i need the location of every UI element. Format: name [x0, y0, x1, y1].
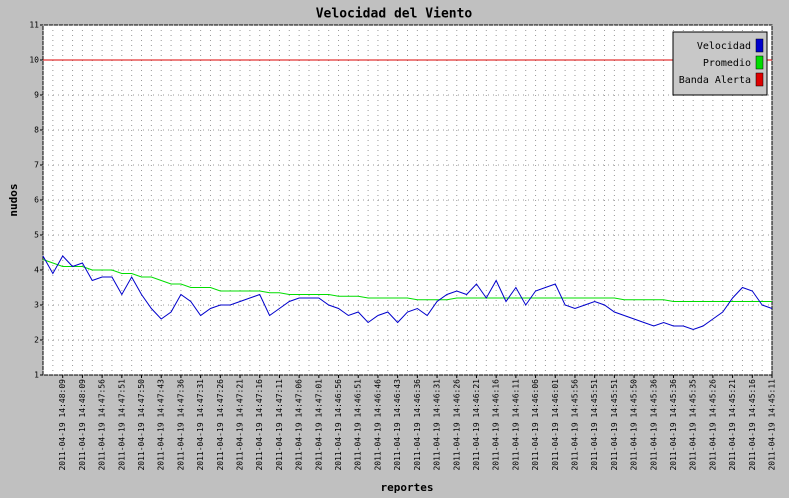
y-tick-label: 8: [34, 126, 39, 135]
legend-label: Promedio: [703, 58, 751, 69]
x-tick-label: 2011-04-19 14:45:21: [728, 379, 737, 471]
x-tick-label: 2011-04-19 14:46:43: [393, 379, 402, 471]
x-tick-label: 2011-04-19 14:45:35: [689, 379, 698, 471]
x-tick-label: 2011-04-19 14:47:16: [255, 379, 264, 471]
x-tick-label: 2011-04-19 14:47:06: [295, 379, 304, 471]
y-tick-label: 11: [29, 21, 39, 30]
legend-swatch: [755, 55, 764, 70]
x-tick-label: 2011-04-19 14:46:26: [452, 379, 461, 471]
x-tick-label: 2011-04-19 14:46:36: [413, 379, 422, 471]
x-tick-label: 2011-04-19 14:47:50: [137, 379, 146, 471]
x-tick-label: 2011-04-19 14:45:56: [570, 379, 579, 471]
y-tick-label: 10: [29, 56, 39, 65]
x-axis-label: reportes: [381, 481, 434, 494]
y-tick-label: 9: [34, 91, 39, 100]
x-tick-label: 2011-04-19 14:47:31: [196, 379, 205, 471]
x-tick-label: 2011-04-19 14:46:56: [334, 379, 343, 471]
x-tick-label: 2011-04-19 14:47:36: [176, 379, 185, 471]
x-tick-label: 2011-04-19 14:46:06: [531, 379, 540, 471]
y-tick-label: 2: [34, 336, 39, 345]
legend-swatch: [755, 38, 764, 53]
x-tick-label: 2011-04-19 14:46:46: [373, 379, 382, 471]
x-tick-label: 2011-04-19 14:46:11: [511, 379, 520, 471]
x-tick-label: 2011-04-19 14:47:43: [157, 379, 166, 471]
x-tick-label: 2011-04-19 14:45:51: [590, 379, 599, 471]
y-tick-label: 1: [34, 371, 39, 380]
x-tick-label: 2011-04-19 14:45:36: [649, 379, 658, 471]
grid: 1 2 3 4 5 6 7 8 9 10 11 2011-04-19 14:48:09 2011-04-…: [29, 21, 776, 471]
legend: Velocidad Promedio Banda Alerta: [672, 31, 768, 96]
x-tick-label: 2011-04-19 14:45:51: [610, 379, 619, 471]
x-tick-label: 2011-04-19 14:45:16: [748, 379, 757, 471]
legend-label: Velocidad: [697, 41, 751, 52]
x-tick-label: 2011-04-19 14:47:11: [275, 379, 284, 471]
y-axis-label: nudos: [7, 183, 20, 216]
x-tick-label: 2011-04-19 14:45:36: [669, 379, 678, 471]
x-tick-label: 2011-04-19 14:46:51: [354, 379, 363, 471]
x-tick-label: 2011-04-19 14:45:11: [768, 379, 777, 471]
x-tick-label: 2011-04-19 14:45:26: [708, 379, 717, 471]
y-tick-label: 4: [34, 266, 39, 275]
lines: [42, 59, 773, 331]
x-tick-label: 2011-04-19 14:47:21: [236, 379, 245, 471]
x-tick-label: 2011-04-19 14:47:26: [216, 379, 225, 471]
x-tick-label: 2011-04-19 14:48:09: [58, 379, 67, 471]
series-line: [42, 259, 772, 302]
legend-label: Banda Alerta: [679, 75, 751, 86]
x-tick-label: 2011-04-19 14:47:51: [117, 379, 126, 471]
x-tick-label: 2011-04-19 14:46:01: [551, 379, 560, 471]
chart-title: Velocidad del Viento: [316, 7, 473, 22]
x-tick-label: 2011-04-19 14:45:50: [630, 379, 639, 471]
y-tick-label: 7: [34, 161, 39, 170]
x-tick-label: 2011-04-19 14:48:09: [78, 379, 87, 471]
y-tick-label: 6: [34, 196, 39, 205]
legend-swatch: [755, 72, 764, 87]
y-tick-label: 5: [34, 231, 39, 240]
y-tick-label: 3: [34, 301, 39, 310]
legend-box: [672, 31, 768, 96]
series-line: [42, 255, 773, 331]
x-tick-label: 2011-04-19 14:46:21: [472, 379, 481, 471]
x-tick-label: 2011-04-19 14:47:01: [314, 379, 323, 471]
x-tick-label: 2011-04-19 14:46:31: [433, 379, 442, 471]
x-tick-label: 2011-04-19 14:47:56: [98, 379, 107, 471]
x-tick-label: 2011-04-19 14:46:16: [492, 379, 501, 471]
